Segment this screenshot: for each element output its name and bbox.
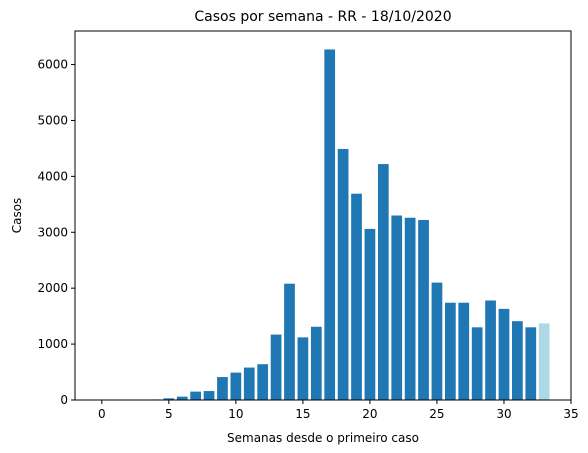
- bar-week-24: [418, 219, 429, 400]
- bar-week-8: [203, 391, 215, 400]
- y-tick-label: 5000: [37, 113, 68, 127]
- bar-week-5: [163, 398, 175, 400]
- bar-week-17: [324, 49, 336, 400]
- bar-week-11: [243, 367, 255, 400]
- bar-week-23: [404, 217, 416, 400]
- x-tick-label: 10: [228, 407, 243, 421]
- y-tick-label: 0: [60, 393, 68, 407]
- bar-week-13: [270, 334, 282, 400]
- x-tick-label: 35: [563, 407, 578, 421]
- bar-week-9: [217, 377, 228, 400]
- bar-week-10: [230, 372, 242, 400]
- bar-week-19: [351, 193, 362, 400]
- bar-week-6: [176, 396, 188, 400]
- y-axis-label: Casos: [10, 198, 24, 234]
- bar-week-31: [512, 321, 523, 400]
- y-tick-label: 6000: [37, 58, 68, 72]
- bar-week-26: [444, 302, 456, 400]
- chart-title: Casos por semana - RR - 18/10/2020: [194, 9, 451, 25]
- x-tick-label: 20: [362, 407, 377, 421]
- bar-week-28: [471, 327, 483, 400]
- ticks-group: 0 5 10 15 20 25 30 35 0 1000 2000 3000 4000 5000 6000: [37, 58, 578, 421]
- x-tick-label: 30: [496, 407, 511, 421]
- bar-week-29: [485, 300, 496, 400]
- bar-week-12: [257, 364, 269, 400]
- bar-week-30: [498, 308, 510, 400]
- bars-group: [96, 49, 550, 400]
- bar-week-32: [525, 327, 537, 400]
- bar-week-20: [364, 228, 376, 400]
- plot-frame: [74, 30, 572, 401]
- y-tick-label: 2000: [37, 281, 68, 295]
- bar-week-16: [310, 326, 322, 400]
- x-tick-label: 5: [165, 407, 173, 421]
- y-tick-label: 1000: [37, 337, 68, 351]
- bar-week-18: [337, 148, 349, 400]
- x-tick-label: 25: [429, 407, 444, 421]
- bar-week-15: [297, 337, 309, 400]
- bar-week-21: [377, 164, 389, 400]
- bar-week-33: [538, 323, 550, 400]
- y-tick-label: 3000: [37, 225, 68, 239]
- bar-week-7: [190, 391, 202, 400]
- bar-week-25: [431, 282, 443, 400]
- bar-week-22: [391, 215, 403, 400]
- x-axis-label: Semanas desde o primeiro caso: [227, 431, 419, 445]
- y-tick-label: 4000: [37, 169, 68, 183]
- x-tick-label: 15: [295, 407, 310, 421]
- x-tick-label: 0: [98, 407, 106, 421]
- bar-week-14: [284, 283, 295, 400]
- bar-week-27: [458, 302, 470, 400]
